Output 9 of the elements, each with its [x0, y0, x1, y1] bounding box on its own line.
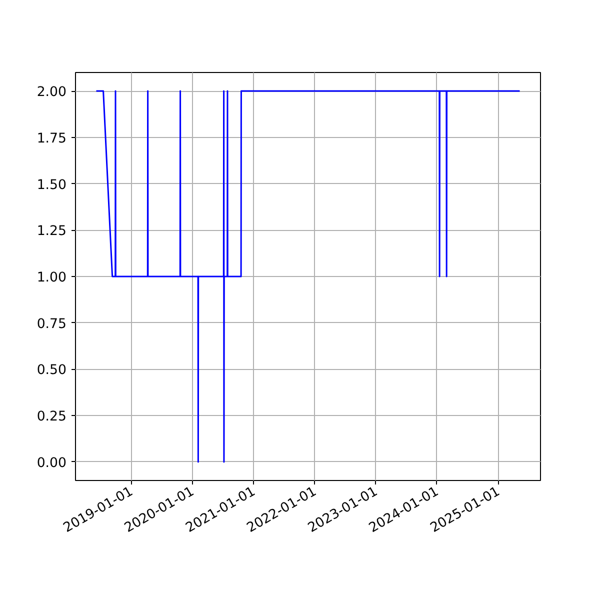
y-tick-label: 2.00: [36, 85, 67, 100]
y-tick-label: 1.25: [36, 224, 67, 240]
y-tick-label: 1.75: [36, 131, 67, 146]
y-tick-label: 0.00: [36, 456, 67, 471]
y-tick-label: 1.00: [36, 270, 67, 286]
y-tick-label: 0.50: [36, 363, 67, 378]
y-tick-label: 1.50: [36, 178, 67, 193]
y-tick-label: 0.75: [36, 316, 67, 332]
y-tick-label: 0.25: [36, 410, 67, 425]
